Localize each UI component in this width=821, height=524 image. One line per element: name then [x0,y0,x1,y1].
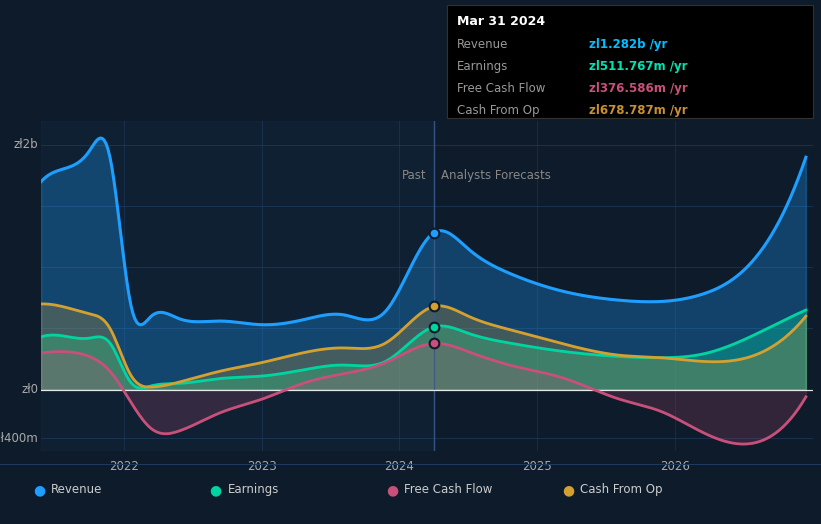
Text: ●: ● [386,483,398,497]
Text: ●: ● [33,483,45,497]
Text: zl678.787m /yr: zl678.787m /yr [589,104,687,117]
Text: Mar 31 2024: Mar 31 2024 [457,15,545,28]
Text: 2022: 2022 [109,461,139,473]
Text: Past: Past [402,169,427,182]
Text: Cash From Op: Cash From Op [580,484,663,496]
Text: 2024: 2024 [384,461,415,473]
Text: 2023: 2023 [246,461,277,473]
Text: zł0: zł0 [21,383,39,396]
Text: zl1.282b /yr: zl1.282b /yr [589,38,667,51]
Text: 2025: 2025 [522,461,552,473]
Text: Earnings: Earnings [227,484,279,496]
Text: -zł400m: -zł400m [0,432,39,445]
Text: Free Cash Flow: Free Cash Flow [457,82,546,95]
Text: 2026: 2026 [660,461,690,473]
Text: ●: ● [562,483,575,497]
Text: Earnings: Earnings [457,60,509,73]
Text: zl376.586m /yr: zl376.586m /yr [589,82,687,95]
Bar [41,121,433,451]
Text: zł2b: zł2b [14,138,39,151]
Text: Cash From Op: Cash From Op [457,104,539,117]
Text: Revenue: Revenue [457,38,509,51]
Text: Free Cash Flow: Free Cash Flow [404,484,493,496]
Text: Revenue: Revenue [51,484,103,496]
Text: zl511.767m /yr: zl511.767m /yr [589,60,687,73]
Text: Analysts Forecasts: Analysts Forecasts [441,169,551,182]
Text: ●: ● [209,483,222,497]
